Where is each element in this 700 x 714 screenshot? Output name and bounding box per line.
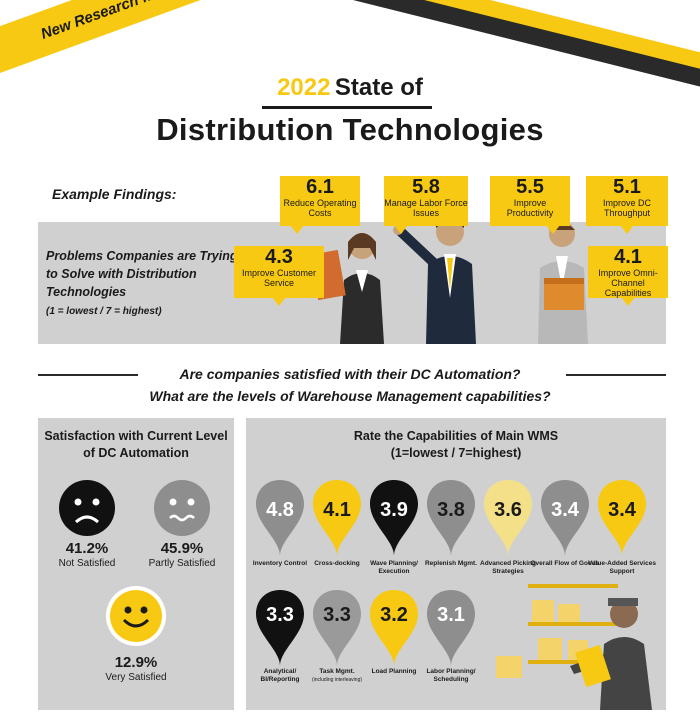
finding-callout: 5.1 Improve DC Throughput [586, 176, 668, 234]
pin-6 [598, 480, 646, 556]
pointing-man-figure [393, 217, 476, 344]
divider-line [566, 374, 666, 376]
banner-text: New Research from Softeon [38, 0, 233, 43]
title-line-1: 2022 State of [0, 74, 700, 102]
pin-3 [427, 480, 475, 556]
question-2: What are the levels of Warehouse Managem… [149, 388, 551, 404]
decor-stripe [293, 0, 700, 131]
pin-1 [313, 480, 361, 556]
label-very-satisfied: Very Satisfied [105, 672, 167, 683]
finding-callout: 5.5 Improve Productivity [490, 176, 570, 234]
title-year: 2022 [277, 74, 331, 101]
satisfaction-title: Satisfaction with Current Level of DC Au… [44, 429, 228, 460]
wms-value-3: 3.8 [437, 499, 465, 521]
pin-4 [484, 480, 532, 556]
problems-scale: (1 = lowest / 7 = highest) [46, 306, 162, 317]
wms-label-4: Advanced Picking Strategies [480, 560, 536, 575]
wms-label-7: Analytical/ BI/Reporting [260, 668, 300, 683]
finding-callout: 6.1 Reduce Operating Costs [280, 176, 360, 234]
business-people-illustration [310, 217, 588, 344]
pin-0 [256, 480, 304, 556]
wms-value-10: 3.1 [437, 604, 465, 626]
divider-line [38, 374, 138, 376]
warehouse-worker-illustration [496, 584, 652, 710]
happy-face-icon [106, 586, 166, 646]
label-not-satisfied: Not Satisfied [58, 558, 116, 569]
sad-face-icon [59, 480, 115, 536]
pin-8 [313, 590, 361, 666]
finding-callout: 5.8 Manage Labor Force Issues [384, 176, 468, 234]
wms-label-10: Labor Planning/ Scheduling [426, 668, 476, 683]
finding-callout: 4.3 Improve Customer Service [234, 246, 324, 306]
wms-value-5: 3.4 [551, 499, 579, 521]
title-rest: State of [334, 74, 423, 101]
wms-label-8: Task Mgmt. (including interleaving) [311, 668, 363, 683]
satisfaction-panel [38, 418, 234, 710]
pin-2 [370, 480, 418, 556]
wms-value-1: 4.1 [323, 499, 351, 521]
pct-partly-satisfied: 45.9% [160, 540, 204, 557]
pct-not-satisfied: 41.2% [65, 540, 109, 557]
wms-label-5: Overall Flow of Goods [530, 560, 600, 567]
wms-label-1: Cross-docking [314, 560, 360, 567]
wms-value-0: 4.8 [266, 499, 294, 521]
title-underline [262, 106, 432, 109]
label-partly-satisfied: Partly Satisfied [148, 558, 216, 569]
pct-very-satisfied: 12.9% [114, 654, 158, 671]
pin-9 [370, 590, 418, 666]
wms-label-3: Replenish Mgmt. [424, 560, 477, 567]
findings-heading: Example Findings: [52, 186, 177, 202]
page-title: Distribution Technologies [156, 112, 544, 147]
finding-callout: 4.1 Improve Omni-Channel Capabilities [588, 246, 668, 306]
problems-text: Problems Companies are Trying to Solve w… [46, 249, 238, 317]
pin-10 [427, 590, 475, 666]
wms-title: Rate the Capabilities of Main WMS (1=low… [353, 429, 559, 460]
man-with-box-figure [538, 221, 588, 344]
question-1: Are companies satisfied with their DC Au… [179, 366, 521, 382]
wms-value-9: 3.2 [380, 604, 408, 626]
wms-value-8: 3.3 [323, 604, 351, 626]
wms-label-9: Load Planning [371, 668, 417, 675]
wms-value-6: 3.4 [608, 499, 636, 521]
pin-7 [256, 590, 304, 666]
wms-value-2: 3.9 [380, 499, 408, 521]
wms-value-7: 3.3 [266, 604, 294, 626]
wms-label-6: Value-Added Services Support [588, 560, 656, 575]
wms-label-2: Wave Planning/ Execution [370, 560, 418, 575]
wms-label-0: Inventory Control [252, 560, 308, 567]
pin-5 [541, 480, 589, 556]
wms-value-4: 3.6 [494, 499, 522, 521]
neutral-face-icon [154, 480, 210, 536]
wms-scale: (1=lowest / 7=highest) [390, 446, 522, 460]
